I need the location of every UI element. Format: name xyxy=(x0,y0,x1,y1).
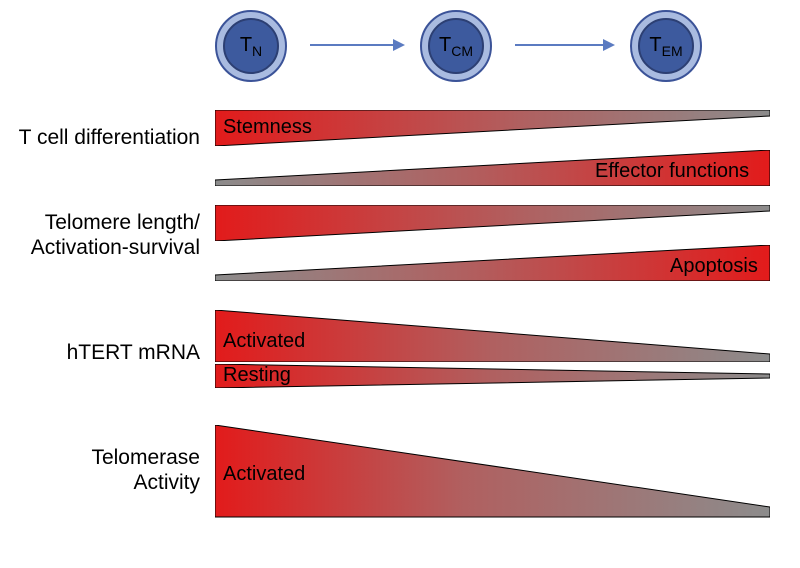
arrow-icon xyxy=(310,44,395,46)
wedge-group-tcell-diff: Stemness Effector functions xyxy=(215,110,770,184)
wedge-label-stemness: Stemness xyxy=(223,116,312,139)
wedge-group-htert: Activated Resting xyxy=(215,310,770,390)
wedge-group-telomere-len: Apoptosis xyxy=(215,205,770,279)
cell-tem: TEM xyxy=(630,10,702,82)
cell-inner: TEM xyxy=(638,18,694,74)
row-label-tcell-diff: T cell differentiation xyxy=(0,125,200,150)
cell-label-tn: TN xyxy=(240,34,262,59)
wedge-label-apoptosis: Apoptosis xyxy=(670,255,758,278)
diagram-container: TN TCM TEM T cell differentiation Stemne… xyxy=(0,0,800,568)
cell-inner: TN xyxy=(223,18,279,74)
cell-label-tcm: TCM xyxy=(439,34,473,59)
wedge-telomere-top xyxy=(215,205,770,241)
wedge-group-telomerase-act: Activated xyxy=(215,425,770,520)
arrow-icon xyxy=(515,44,605,46)
cell-inner: TCM xyxy=(428,18,484,74)
wedge-label-effector: Effector functions xyxy=(595,160,749,183)
cell-label-tem: TEM xyxy=(649,34,682,59)
wedge-label-htert-resting: Resting xyxy=(223,364,291,387)
cell-tcm: TCM xyxy=(420,10,492,82)
row-label-telomere-len: Telomere length/Activation-survival xyxy=(0,210,200,260)
row-label-telomerase-act: TelomeraseActivity xyxy=(0,445,200,495)
cells-row: TN TCM TEM xyxy=(215,10,775,90)
wedge-label-htert-activated: Activated xyxy=(223,330,305,353)
cell-tn: TN xyxy=(215,10,287,82)
wedge-label-telomerase-activated: Activated xyxy=(223,463,305,486)
row-label-htert: hTERT mRNA xyxy=(0,340,200,365)
wedge-htert-resting xyxy=(215,364,770,388)
